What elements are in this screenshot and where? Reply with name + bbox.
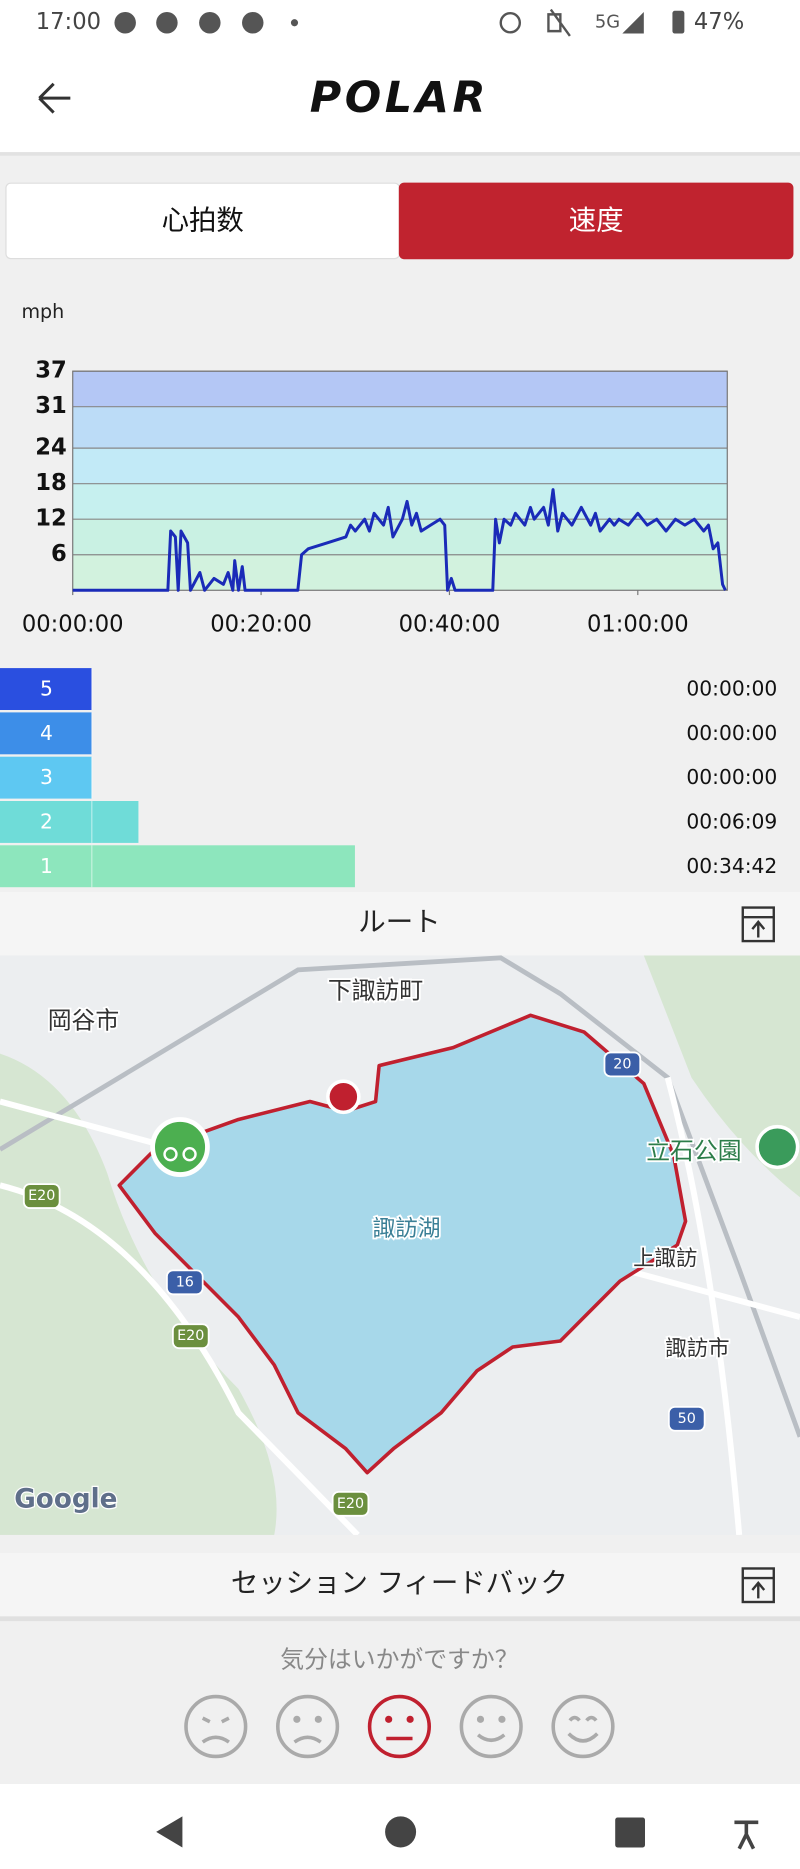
back-button[interactable] [38, 82, 71, 114]
logo: POLAR [310, 73, 489, 123]
nav-recents[interactable] [615, 1817, 646, 1848]
zone-band [72, 448, 728, 484]
tab[interactable] [398, 182, 794, 260]
status-time: 17:00 [36, 9, 101, 35]
road-sign-label: E20 [177, 1328, 204, 1344]
header-shadow [0, 152, 800, 156]
map-place: 諏訪市 [665, 1336, 729, 1361]
mood-faces [184, 1694, 615, 1759]
road-sign-label: E20 [337, 1496, 364, 1512]
status-battery: 47% [694, 9, 744, 35]
y-tick-label: 6 [51, 541, 67, 567]
zone-bar [0, 756, 92, 799]
y-tick-label: 37 [35, 358, 67, 384]
map [0, 955, 800, 1552]
plot-frame [72, 370, 728, 591]
road-sign [166, 1269, 204, 1296]
speed-chart: 6 12 18 24 31 37 00:00:00 00:20:00 00:40:00 01:00… [22, 358, 728, 638]
nav-home[interactable] [385, 1816, 417, 1848]
zone-bar [0, 712, 92, 755]
zone-bar [0, 801, 139, 843]
road-sign-label: E20 [28, 1188, 55, 1204]
road-sign [667, 1405, 706, 1432]
tab-label: 速度 [569, 204, 624, 236]
zone-band [72, 406, 728, 449]
route-header [0, 891, 800, 956]
map-place: 岡谷市 [48, 1006, 119, 1034]
x-tick-label: 00:20:00 [210, 611, 312, 637]
zone-label: 4 [40, 721, 53, 745]
mood-face[interactable] [184, 1694, 248, 1759]
x-tick-label: 00:00:00 [22, 611, 124, 637]
map-place: 立石公園 [646, 1137, 741, 1165]
nav-back[interactable] [156, 1816, 183, 1848]
y-tick-label: 31 [35, 393, 67, 419]
zone-bar [0, 845, 355, 888]
zone-label: 3 [40, 765, 53, 789]
map-place: 下諏訪町 [328, 976, 423, 1004]
road-sign-label: 16 [176, 1274, 194, 1290]
status-icons [114, 8, 685, 37]
road-sign-label: 20 [613, 1056, 631, 1072]
mood-face[interactable] [551, 1694, 615, 1759]
zone-band [72, 554, 728, 591]
y-tick-label: 24 [35, 435, 67, 461]
tabs: 心拍数 速度 [5, 182, 794, 260]
zones: 5 00:00:00 4 00:00:00 3 00:00:00 2 00:06:09 1 00:… [0, 668, 777, 888]
zone-time: 00:00:00 [686, 765, 777, 789]
zone-band [72, 483, 728, 520]
map-place: 諏訪湖 [373, 1216, 441, 1242]
mood-face[interactable] [276, 1694, 340, 1759]
mood-face[interactable] [459, 1694, 523, 1759]
zone-bar [0, 668, 92, 711]
zone-label: 5 [40, 677, 53, 701]
y-tick-label: 18 [35, 470, 67, 496]
zone-label: 2 [40, 810, 53, 834]
zone-time: 00:00:00 [686, 677, 777, 701]
road-sign [171, 1323, 210, 1350]
y-tick-label: 12 [35, 506, 67, 532]
export-icon[interactable] [741, 906, 775, 943]
status-network: 5G [595, 12, 620, 33]
zone-band [72, 371, 728, 407]
feedback-title: セッション フィードバック [231, 1567, 568, 1599]
zone-time: 00:00:00 [686, 721, 777, 745]
nav-accessibility[interactable] [734, 1820, 759, 1850]
map-attribution: Google [14, 1485, 117, 1515]
road-sign [331, 1490, 370, 1517]
export-icon[interactable] [741, 1567, 775, 1604]
road-sign [22, 1183, 61, 1209]
zone-label: 1 [40, 854, 53, 878]
y-axis-label: mph [21, 300, 64, 323]
speed-line [72, 488, 727, 592]
zone-time: 00:34:42 [686, 854, 777, 878]
road-sign-label: 50 [678, 1411, 696, 1427]
feedback-question: 気分はいかがですか？ [280, 1646, 518, 1674]
mood-face[interactable] [367, 1694, 431, 1759]
tab-label: 心拍数 [162, 204, 244, 236]
feedback-header [0, 1552, 800, 1617]
map-place: 上諏訪 [633, 1247, 697, 1272]
shadow [0, 1616, 800, 1622]
x-tick-label: 00:40:00 [399, 611, 501, 637]
road-sign [603, 1051, 642, 1078]
route-title: ルート [358, 906, 440, 938]
x-tick-label: 01:00:00 [587, 611, 689, 637]
zone-time: 00:06:09 [686, 810, 777, 834]
